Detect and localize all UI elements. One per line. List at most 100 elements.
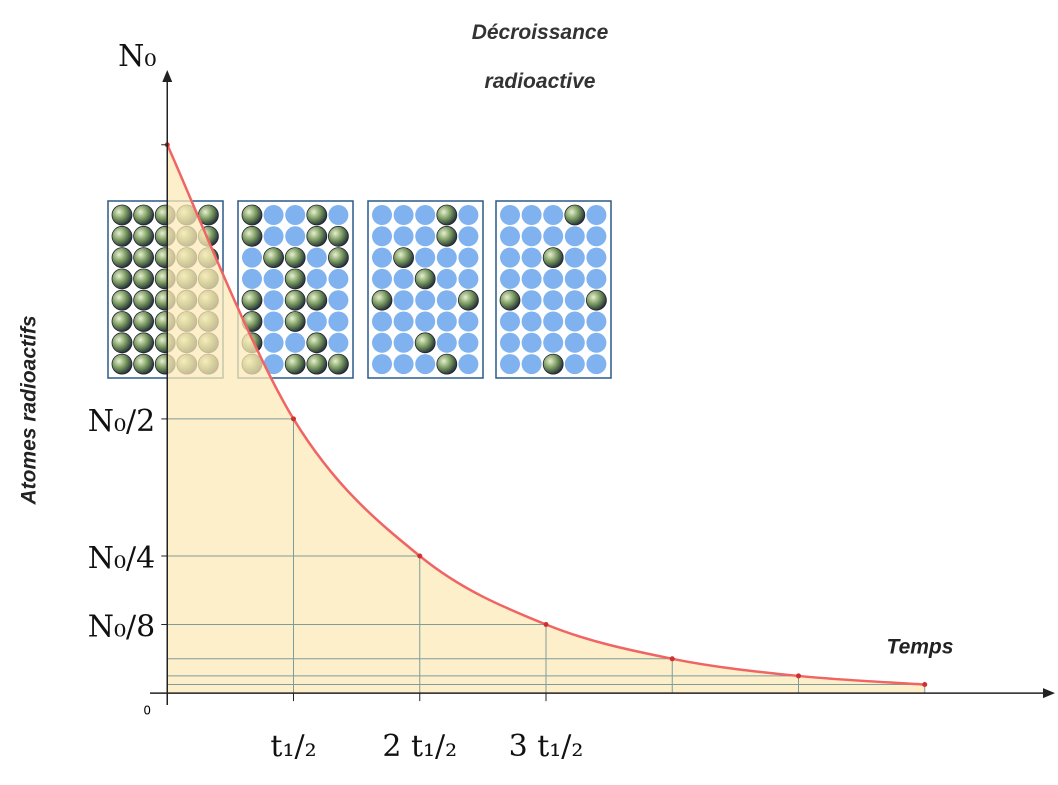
atom-active xyxy=(111,332,133,354)
atom-active xyxy=(436,353,458,375)
atom-decayed xyxy=(543,205,564,225)
atom-decayed xyxy=(242,268,262,289)
atom-decayed xyxy=(564,290,585,311)
atom-active xyxy=(327,353,349,375)
curve xyxy=(166,144,925,686)
atom-active xyxy=(499,289,521,311)
atom-active xyxy=(111,311,133,332)
atom-decayed xyxy=(521,354,542,375)
atom-decayed xyxy=(263,268,284,289)
atom-decayed xyxy=(393,268,414,289)
atom-active xyxy=(111,353,133,375)
atom-active xyxy=(306,225,328,247)
atom-active xyxy=(327,225,349,247)
atom-active xyxy=(263,247,285,269)
atom-decayed xyxy=(328,290,349,311)
x-tick-label: 2 t₁/₂ xyxy=(382,729,457,764)
atom-active xyxy=(414,332,436,354)
atom-active xyxy=(564,204,586,226)
atom-decayed xyxy=(328,332,349,353)
atom-decayed xyxy=(306,247,327,268)
atom-decayed xyxy=(521,205,542,225)
atom-decayed xyxy=(458,354,479,375)
atom-active xyxy=(133,332,155,354)
atom-decayed xyxy=(415,311,436,332)
atom-decayed xyxy=(372,205,392,225)
atom-decayed xyxy=(263,354,284,375)
y-axis-label: Atomes radioactifs xyxy=(18,315,41,505)
atom-active xyxy=(542,353,564,375)
atom-decayed xyxy=(263,205,284,225)
atom-active xyxy=(306,204,328,226)
atom-active xyxy=(111,247,133,269)
x-axis-label: Temps xyxy=(887,636,954,659)
atom-decayed xyxy=(372,311,392,332)
atom-decayed xyxy=(372,332,392,353)
x-arrow xyxy=(1043,688,1055,699)
atom-decayed xyxy=(543,268,564,289)
atom-active xyxy=(133,289,155,311)
atom-decayed xyxy=(586,226,607,247)
atom-decayed xyxy=(328,205,349,225)
atom-active xyxy=(436,204,458,226)
atom-decayed xyxy=(263,226,284,247)
atom-active xyxy=(111,225,133,247)
atom-decayed xyxy=(586,247,607,268)
atom-decayed xyxy=(586,205,607,225)
point xyxy=(922,682,928,688)
atom-decayed xyxy=(263,311,284,332)
atom-decayed xyxy=(393,354,414,375)
atom-decayed xyxy=(521,332,542,353)
atom-decayed xyxy=(500,268,520,289)
atom-active xyxy=(284,289,306,311)
atom-active xyxy=(284,247,306,269)
atom-active xyxy=(133,225,155,247)
atom-decayed xyxy=(372,247,392,268)
atom-active xyxy=(111,204,133,226)
atom-decayed xyxy=(372,268,392,289)
atom-decayed xyxy=(500,332,520,353)
y-tick-label: N₀/4 xyxy=(88,541,155,576)
atom-active xyxy=(586,289,607,311)
atom-decayed xyxy=(458,311,479,332)
atom-decayed xyxy=(500,226,520,247)
atom-decayed xyxy=(242,247,262,268)
atom-decayed xyxy=(393,226,414,247)
atom-decayed xyxy=(436,290,457,311)
atom-decayed xyxy=(306,311,327,332)
atom-decayed xyxy=(586,332,607,353)
atom-active xyxy=(241,225,263,247)
atom-decayed xyxy=(415,354,436,375)
atom-decayed xyxy=(393,290,414,311)
atom-decayed xyxy=(500,311,520,332)
y-tick-label: N₀/8 xyxy=(88,610,155,645)
atom-decayed xyxy=(328,311,349,332)
atom-decayed xyxy=(543,226,564,247)
chart-title: Décroissance radioactive xyxy=(472,21,609,93)
atom-decayed xyxy=(564,226,585,247)
atom-decayed xyxy=(393,205,414,225)
atom-decayed xyxy=(500,247,520,268)
atom-decayed xyxy=(543,290,564,311)
y-tick-label: N₀ xyxy=(118,39,156,74)
atom-active xyxy=(306,332,328,354)
atom-decayed xyxy=(543,311,564,332)
atom-active xyxy=(284,353,306,375)
x-tick-label: 3 t₁/₂ xyxy=(509,729,584,764)
atom-decayed xyxy=(521,311,542,332)
atom-decayed xyxy=(458,247,479,268)
atom-active xyxy=(241,289,263,311)
atom-active xyxy=(133,268,155,290)
point xyxy=(543,622,549,628)
y-tick-label: N₀/2 xyxy=(88,404,155,439)
atom-decayed xyxy=(586,311,607,332)
atom-decayed xyxy=(543,332,564,353)
atom-decayed xyxy=(263,290,284,311)
atom-active xyxy=(111,268,133,290)
atom-decayed xyxy=(415,205,436,225)
atom-decayed xyxy=(564,332,585,353)
atom-decayed xyxy=(436,311,457,332)
point xyxy=(417,553,423,559)
atom-active xyxy=(327,247,349,269)
